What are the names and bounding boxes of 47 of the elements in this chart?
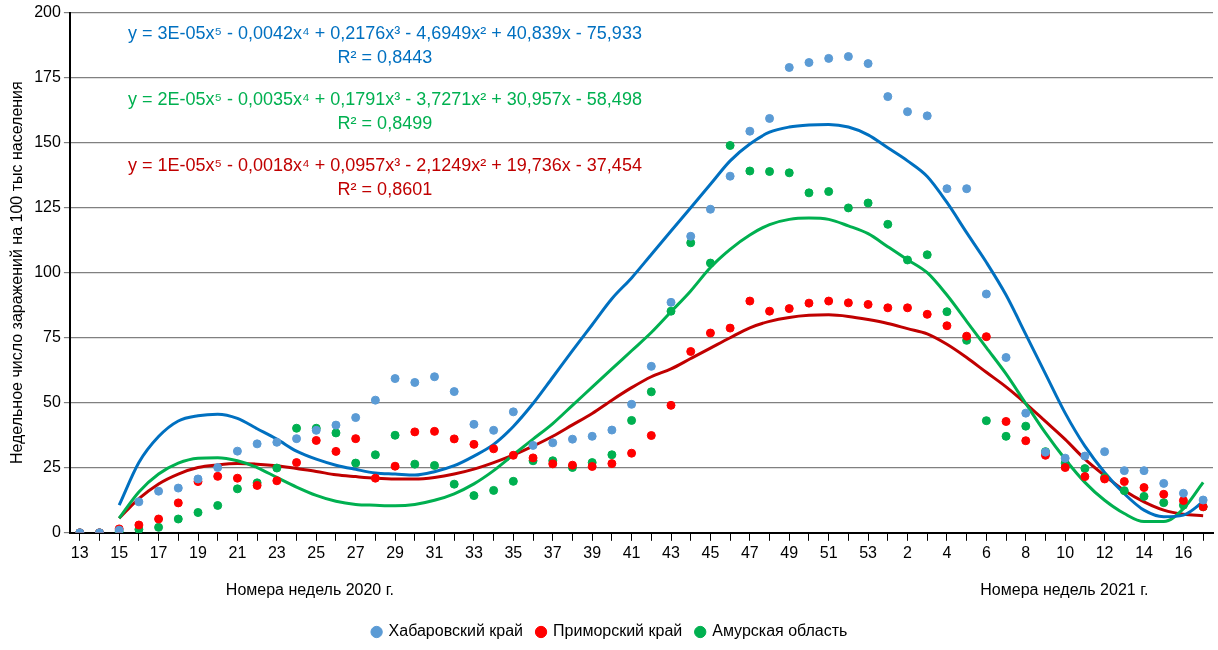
x-tick-label: 6: [981, 543, 991, 561]
x-tick-label: 31: [425, 543, 444, 561]
x-tick-label: 4: [942, 543, 952, 561]
x-tick-label: 14: [1135, 543, 1154, 561]
annotation: y = 2E-05x⁵ - 0,0035x⁴ + 0,1791x³ - 3,7271x² + 30,957x - 58,498 R² = 0,8499: [127, 88, 642, 133]
y-tick-label: 75: [43, 328, 61, 346]
x-tick-label: 53: [859, 543, 878, 561]
y-tick-label: 25: [43, 458, 61, 476]
x-tick-label: 37: [543, 543, 562, 561]
text: Номера недель 2021 г.: [980, 581, 1149, 599]
x-tick-label: 21: [228, 543, 247, 561]
x-tick-label: 33: [465, 543, 483, 561]
x-tick-label: 8: [1021, 543, 1031, 561]
legend-label: Хабаровский край: [388, 622, 524, 640]
y-tick-label: 0: [51, 523, 61, 541]
x-tick-label: 25: [307, 543, 326, 561]
x-tick-label: 16: [1174, 543, 1193, 561]
legend-label: Приморский край: [553, 622, 683, 640]
x-tick-label: 15: [110, 543, 129, 561]
x-tick-label: 2: [903, 543, 913, 561]
annotation: y = 3E-05x⁵ - 0,0042x⁴ + 0,2176x³ - 4,6949x² + 40,839x - 75,933 R² = 0,8443: [127, 22, 642, 67]
x-tick-label: 41: [622, 543, 641, 561]
y-axis-title: Недельное число заражений на 100 тыс населения: [8, 81, 26, 465]
x-tick-label: 47: [740, 543, 759, 561]
text: Номера недель 2020 г.: [225, 581, 395, 599]
x-tick-label: 39: [583, 543, 602, 561]
x-tick-label: 43: [662, 543, 681, 561]
x-tick-label: 13: [70, 543, 89, 561]
x-tick-label: 23: [267, 543, 286, 561]
y-tick-label: 50: [43, 393, 61, 411]
x-tick-label: 51: [819, 543, 838, 561]
x-tick-label: 17: [149, 543, 168, 561]
y-tick-label: 175: [34, 68, 61, 86]
y-tick-label: 200: [34, 3, 61, 21]
x-tick-label: 27: [346, 543, 365, 561]
x-tick-label: 10: [1056, 543, 1075, 561]
x-tick-label: 45: [701, 543, 720, 561]
x-tick-label: 12: [1095, 543, 1114, 561]
x-tick-label: 29: [386, 543, 405, 561]
y-tick-label: 150: [34, 133, 61, 151]
annotation: y = 1E-05x⁵ - 0,0018x⁴ + 0,0957x³ - 2,1249x² + 19,736x - 37,454 R² = 0,8601: [127, 154, 642, 199]
x-tick-label: 35: [504, 543, 523, 561]
x-tick-label: 19: [189, 543, 207, 561]
y-tick-label: 100: [34, 263, 61, 281]
y-tick-label: 125: [34, 198, 61, 216]
x-tick-label: 49: [780, 543, 799, 561]
legend-label: Амурская область: [712, 622, 848, 640]
